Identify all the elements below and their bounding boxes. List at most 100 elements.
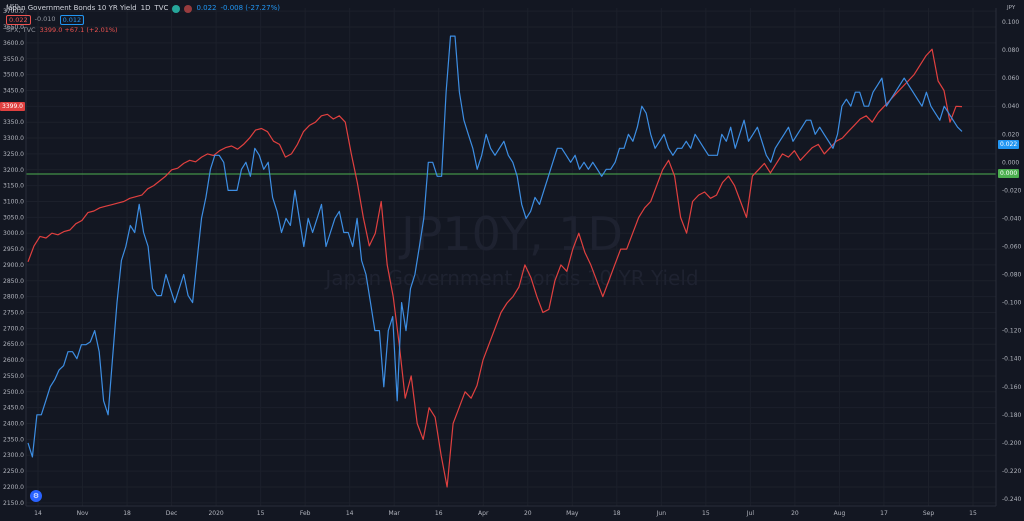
- left-axis-tick-label: 2500.0: [3, 389, 24, 396]
- time-axis: 14 Nov 18 Dec 2020 15 Feb 14 Mar 16 Apr 20 May 18 Jun 1…: [26, 505, 996, 517]
- legend-spx-row: SPX, TVC 3399.0 +67.1 (+2.01%): [6, 25, 280, 36]
- right-axis-tick-label: -0.240: [1002, 496, 1022, 503]
- left-axis-tick-label: 3050.0: [3, 214, 24, 221]
- zero-price-flag: 0.000: [998, 169, 1020, 178]
- left-axis-tick-label: 3200.0: [3, 167, 24, 174]
- legend-ohlc-row: 0.022 -0.010 0.012: [6, 14, 280, 25]
- time-axis-tick-label: 14: [34, 510, 42, 517]
- series-layer: [27, 35, 963, 488]
- time-axis-tick-label: May: [566, 510, 579, 517]
- time-axis-tick-label: Sep: [923, 510, 935, 517]
- right-axis-tick-label: -0.040: [1002, 215, 1022, 222]
- right-axis-tick-label: 0.020: [1002, 131, 1019, 138]
- left-axis-tick-label: 2800.0: [3, 294, 24, 301]
- left-axis-tick-label: 2950.0: [3, 246, 24, 253]
- chart-legend: Japan Government Bonds 10 YR Yield 1D TV…: [6, 3, 280, 36]
- left-axis-tick-label: 2300.0: [3, 452, 24, 459]
- left-axis-tick-label: 2250.0: [3, 468, 24, 475]
- left-axis-tick-label: 3150.0: [3, 183, 24, 190]
- legend-exchange: TVC: [154, 4, 169, 12]
- watermark-symbol: JP10Y, 1D: [398, 207, 623, 261]
- right-axis-unit: JPY: [1007, 5, 1016, 11]
- time-axis-tick-label: Dec: [166, 510, 178, 517]
- jgb-series-line[interactable]: [27, 35, 963, 458]
- right-axis-tick-label: -0.120: [1002, 328, 1022, 335]
- left-axis-tick-label: 2400.0: [3, 421, 24, 428]
- time-axis-tick-label: Feb: [300, 510, 311, 517]
- time-axis-tick-label: 16: [435, 510, 443, 517]
- left-axis-tick-label: 2850.0: [3, 278, 24, 285]
- time-axis-tick-label: 20: [524, 510, 532, 517]
- left-axis-tick-label: 3700.0: [3, 8, 24, 15]
- time-axis-tick-label: 2020: [208, 510, 223, 517]
- legend-box-blue: 0.012: [59, 14, 85, 25]
- watermark-name: Japan Government Bonds 10 YR Yield: [323, 266, 698, 290]
- time-axis-tick-label: Mar: [389, 510, 401, 517]
- right-axis-tick-label: -0.180: [1002, 412, 1022, 419]
- legend-spx-symbol[interactable]: SPX, TVC: [6, 26, 36, 34]
- left-axis-tick-label: 3500.0: [3, 72, 24, 79]
- right-axis-tick-label: 0.060: [1002, 75, 1019, 82]
- time-axis-tick-label: 18: [123, 510, 131, 517]
- right-axis-tick-label: -0.020: [1002, 187, 1022, 194]
- time-axis-tick-label: Nov: [77, 510, 89, 517]
- time-axis-tick-label: Jul: [746, 510, 755, 517]
- spx-series-line[interactable]: [27, 48, 963, 488]
- left-axis-tick-label: 3350.0: [3, 119, 24, 126]
- right-axis-tick-label: 0.000: [1002, 159, 1019, 166]
- time-axis-tick-label: 18: [613, 510, 621, 517]
- left-axis-tick-label: 2700.0: [3, 325, 24, 332]
- time-axis-tick-label: Apr: [478, 510, 489, 517]
- left-axis-tick-label: 3600.0: [3, 40, 24, 47]
- right-axis-tick-label: -0.220: [1002, 468, 1022, 475]
- left-axis-tick-label: 3250.0: [3, 151, 24, 158]
- left-axis-tick-label: 2650.0: [3, 341, 24, 348]
- left-axis-tick-label: 2350.0: [3, 436, 24, 443]
- left-axis-tick-label: 2450.0: [3, 405, 24, 412]
- legend-value: 0.022: [196, 4, 217, 12]
- time-axis-tick-label: 15: [257, 510, 265, 517]
- legend-box-red: 0.022: [6, 14, 31, 25]
- time-axis-tick-label: 15: [702, 510, 710, 517]
- time-axis-tick-label: 17: [880, 510, 888, 517]
- left-axis-tick-label: 2150.0: [3, 500, 24, 507]
- chart-grid: [26, 8, 996, 506]
- left-axis-tick-label: 3300.0: [3, 135, 24, 142]
- left-axis-tick-label: 3550.0: [3, 56, 24, 63]
- time-axis-tick-label: Aug: [834, 510, 846, 517]
- left-axis-unit: USD: [7, 4, 19, 10]
- market-status-icon: [172, 4, 181, 13]
- left-axis-tick-label: 2750.0: [3, 310, 24, 317]
- legend-interval: 1D: [140, 4, 151, 12]
- right-axis-tick-label: -0.060: [1002, 243, 1022, 250]
- right-axis-tick-label: 0.080: [1002, 47, 1019, 54]
- spx-price-flag: 3399.0: [0, 102, 25, 111]
- right-price-axis: 0.100 0.080 0.060 0.040 0.020 0.000 -0.020 -0.0…: [995, 8, 1022, 506]
- left-axis-tick-label: 3100.0: [3, 198, 24, 205]
- right-axis-tick-label: -0.200: [1002, 440, 1022, 447]
- left-axis-tick-label: 2550.0: [3, 373, 24, 380]
- left-axis-tick-label: 2200.0: [3, 484, 24, 491]
- left-axis-tick-label: 3000.0: [3, 230, 24, 237]
- delay-icon: [184, 4, 193, 13]
- left-axis-tick-label: 2900.0: [3, 262, 24, 269]
- right-axis-tick-label: 0.040: [1002, 103, 1019, 110]
- right-axis-tick-label: -0.140: [1002, 356, 1022, 363]
- left-axis-tick-label: 3650.0: [3, 24, 24, 31]
- time-axis-tick-label: 14: [346, 510, 354, 517]
- legend-change: -0.008 (-27.27%): [220, 4, 280, 12]
- left-axis-tick-label: 3450.0: [3, 87, 24, 94]
- legend-title[interactable]: Japan Government Bonds 10 YR Yield: [6, 4, 137, 12]
- time-axis-tick-label: Jun: [656, 510, 667, 517]
- left-axis-tick-label: 2600.0: [3, 357, 24, 364]
- legend-main-row: Japan Government Bonds 10 YR Yield 1D TV…: [6, 3, 280, 14]
- time-axis-tick-label: 20: [791, 510, 799, 517]
- jgb-price-flag: 0.022: [998, 140, 1020, 149]
- left-price-axis: 2150.0 2200.0 2250.0 2300.0 2350.0 2400.0 2450…: [3, 8, 27, 507]
- right-axis-tick-label: 0.100: [1002, 19, 1019, 26]
- right-axis-tick-label: -0.100: [1002, 300, 1022, 307]
- gear-icon[interactable]: ⚙: [30, 490, 42, 502]
- right-axis-tick-label: -0.160: [1002, 384, 1022, 391]
- right-axis-tick-label: -0.080: [1002, 272, 1022, 279]
